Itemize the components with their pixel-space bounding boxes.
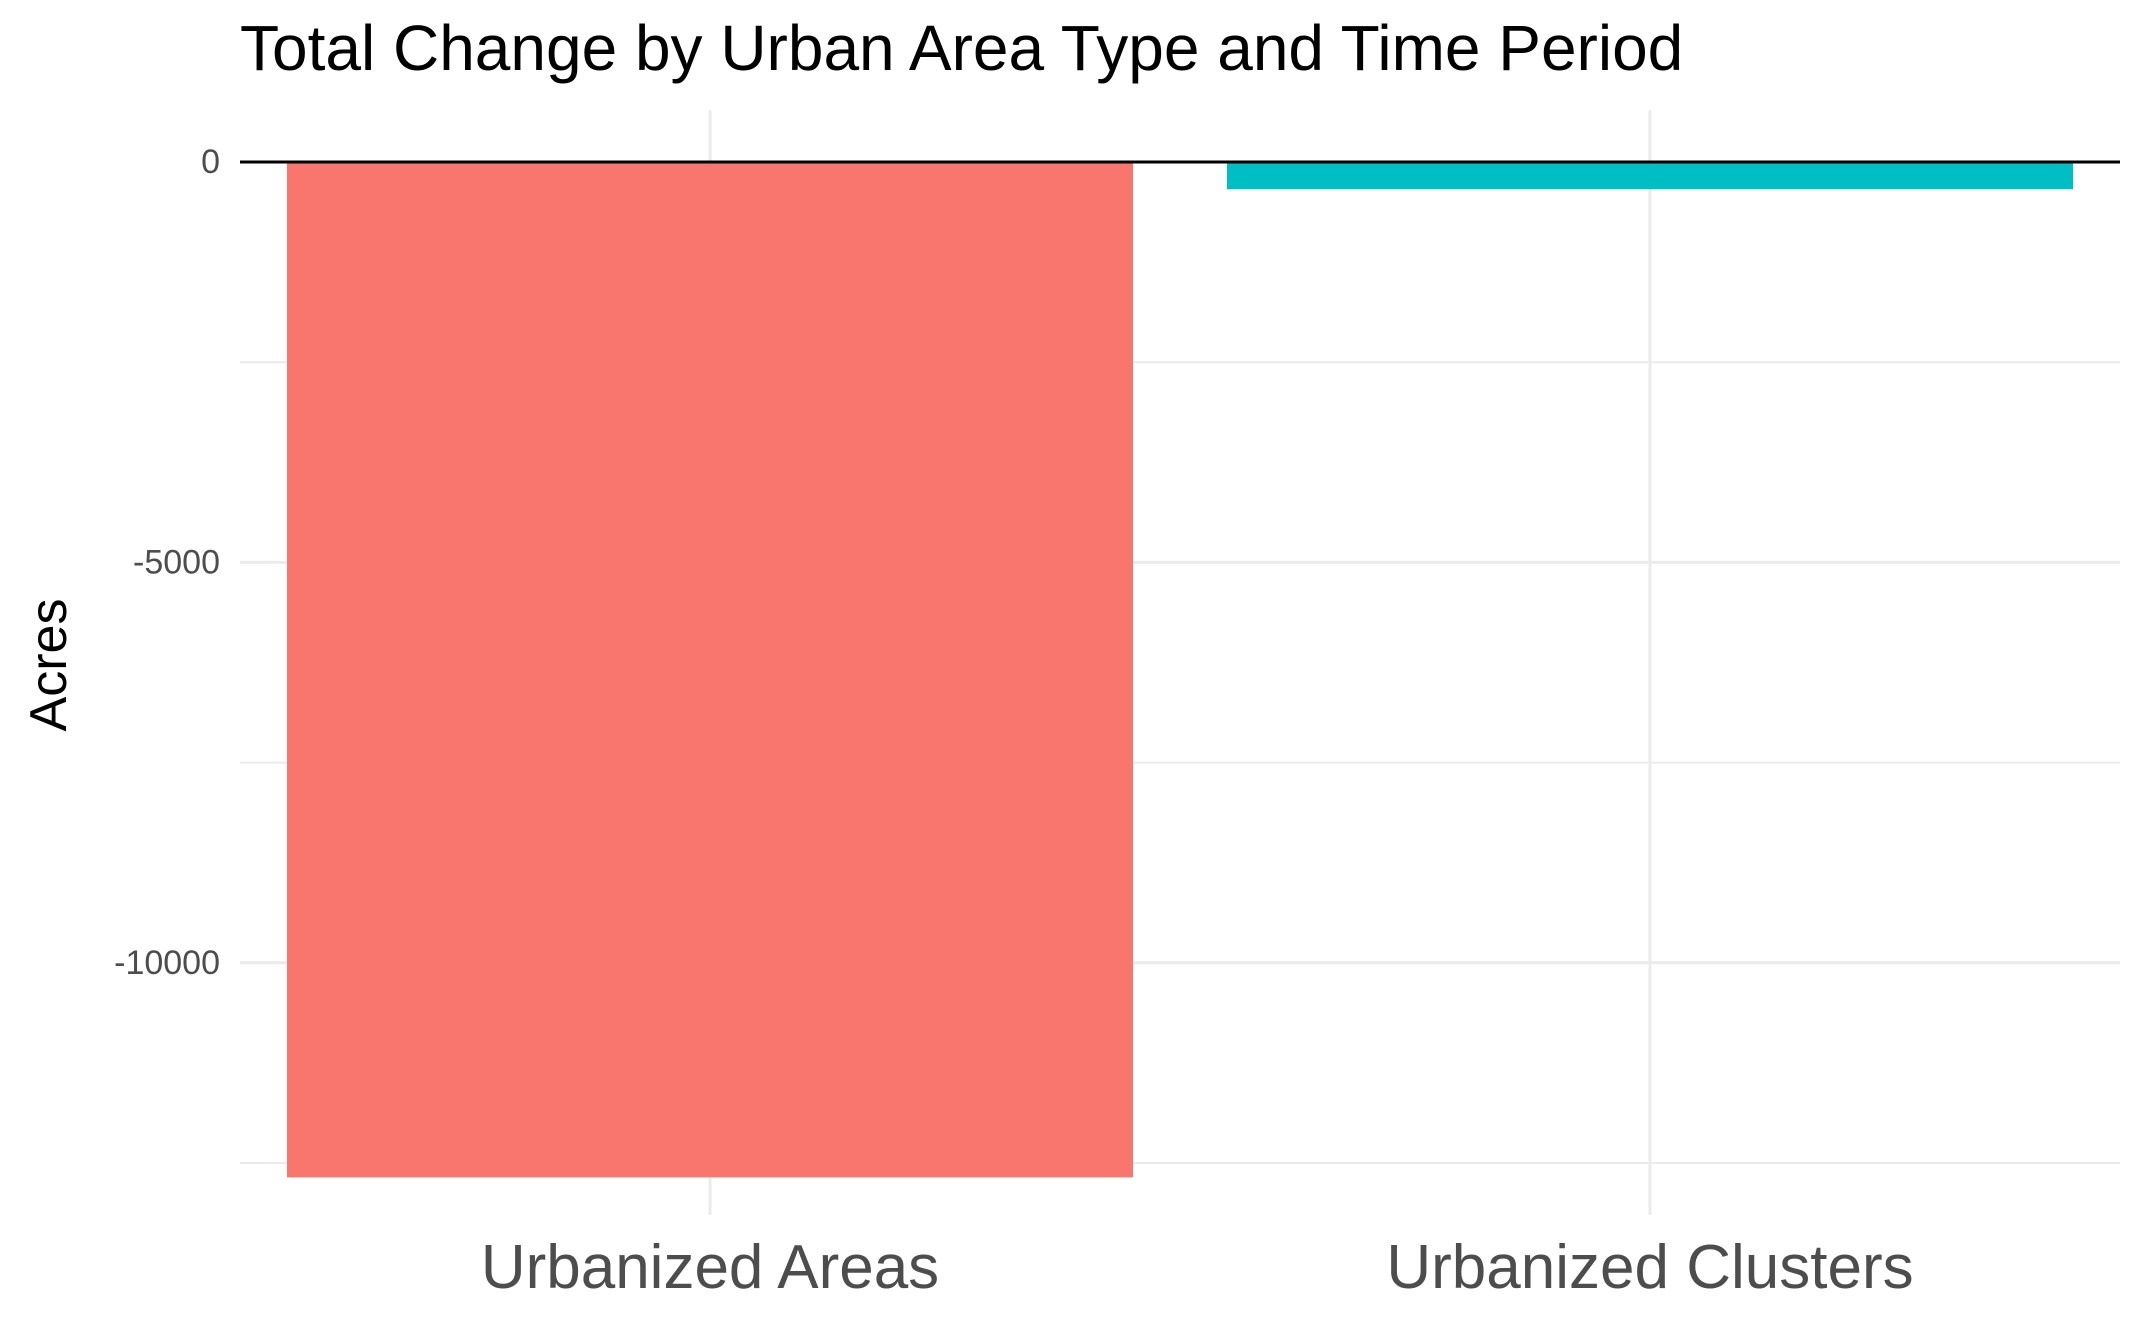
bars <box>287 162 2073 1178</box>
y-axis-label: Acres <box>20 599 78 732</box>
y-tick-label-1: -5000 <box>133 543 220 581</box>
y-tick-label-0: 0 <box>201 143 220 181</box>
x-axis-tick-labels: Urbanized Areas Urbanized Clusters <box>481 1233 1914 1302</box>
y-tick-label-2: -10000 <box>114 944 220 982</box>
x-tick-label-1: Urbanized Clusters <box>1386 1233 1913 1302</box>
x-tick-label-0: Urbanized Areas <box>481 1233 939 1302</box>
chart-title: Total Change by Urban Area Type and Time… <box>240 12 1683 84</box>
bar-1 <box>1227 162 2073 190</box>
bar-0 <box>287 162 1133 1178</box>
y-axis-tick-labels: 0 -5000 -10000 <box>114 143 220 982</box>
